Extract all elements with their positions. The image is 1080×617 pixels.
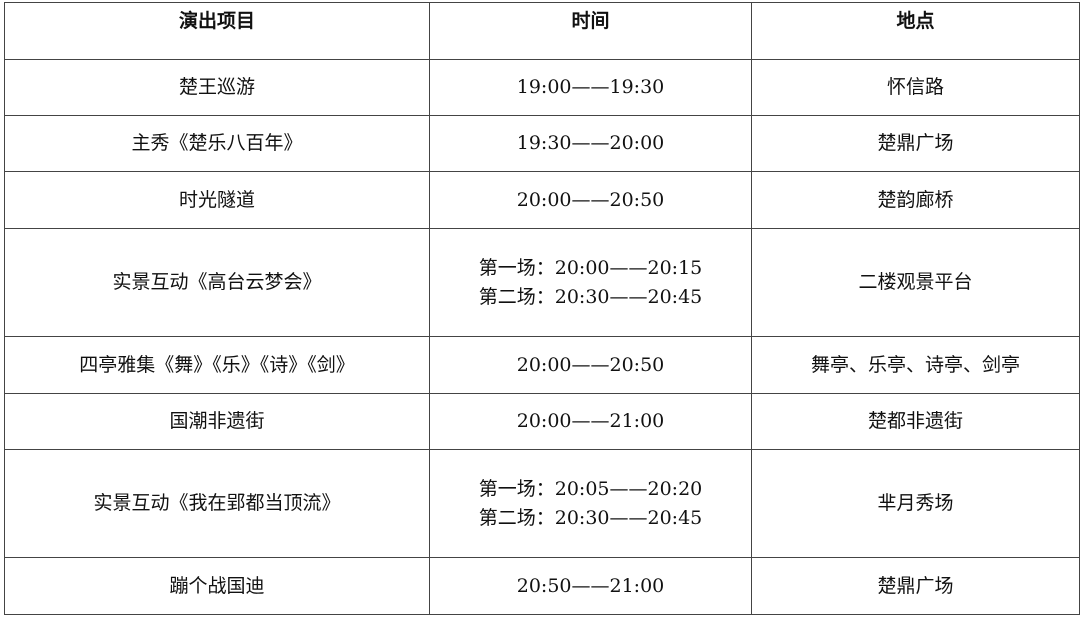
cell-place: 怀信路 [751, 59, 1080, 116]
cell-time: 20:50——21:00 [429, 557, 752, 615]
header-time: 时间 [429, 2, 752, 60]
table-row: 主秀《楚乐八百年》 19:30——20:00 楚鼎广场 [4, 115, 1080, 172]
table-row: 实景互动《我在郢都当顶流》 第一场：20:05——20:20 第二场：20:30——… [4, 449, 1080, 558]
cell-place: 楚韵廊桥 [751, 171, 1080, 229]
cell-time: 第一场：20:00——20:15 第二场：20:30——20:45 [429, 228, 752, 337]
header-row: 演出项目 时间 地点 [4, 2, 1080, 60]
time-line: 第一场：20:05——20:20 [478, 477, 703, 500]
cell-item: 时光隧道 [4, 171, 430, 229]
cell-item: 四亭雅集《舞》《乐》《诗》《剑》 [4, 336, 430, 394]
cell-place: 楚都非遗街 [751, 393, 1080, 450]
time-line: 19:30——20:00 [516, 132, 665, 154]
cell-item: 实景互动《高台云梦会》 [4, 228, 430, 337]
time-line: 20:00——20:50 [516, 353, 665, 376]
time-line: 20:50——21:00 [516, 574, 665, 597]
time-line: 第二场：20:30——20:45 [478, 506, 703, 529]
schedule-table: 演出项目 时间 地点 楚王巡游 19:00——19:30 怀信路主秀《楚乐八百年》 1… [4, 2, 1080, 615]
table-row: 实景互动《高台云梦会》 第一场：20:00——20:15 第二场：20:30——20… [4, 228, 1080, 337]
table-row: 国潮非遗街 20:00——21:00 楚都非遗街 [4, 393, 1080, 450]
cell-item: 实景互动《我在郢都当顶流》 [4, 449, 430, 558]
table-row: 蹦个战国迪 20:50——21:00 楚鼎广场 [4, 557, 1080, 615]
table-row: 四亭雅集《舞》《乐》《诗》《剑》 20:00——20:50 舞亭、乐亭、诗亭、剑亭 [4, 336, 1080, 394]
table-row: 楚王巡游 19:00——19:30 怀信路 [4, 59, 1080, 116]
time-line: 第一场：20:00——20:15 [478, 256, 703, 279]
time-line: 第二场：20:30——20:45 [478, 285, 703, 308]
header-place: 地点 [751, 2, 1080, 60]
cell-place: 舞亭、乐亭、诗亭、剑亭 [751, 336, 1080, 394]
time-line: 20:00——20:50 [516, 188, 665, 211]
time-line: 19:00——19:30 [516, 76, 665, 98]
cell-place: 芈月秀场 [751, 449, 1080, 558]
cell-time: 20:00——20:50 [429, 336, 752, 394]
cell-time: 20:00——20:50 [429, 171, 752, 229]
cell-time: 19:30——20:00 [429, 115, 752, 172]
cell-item: 国潮非遗街 [4, 393, 430, 450]
cell-place: 楚鼎广场 [751, 115, 1080, 172]
cell-time: 第一场：20:05——20:20 第二场：20:30——20:45 [429, 449, 752, 558]
cell-item: 主秀《楚乐八百年》 [4, 115, 430, 172]
cell-item: 蹦个战国迪 [4, 557, 430, 615]
cell-item: 楚王巡游 [4, 59, 430, 116]
table-row: 时光隧道 20:00——20:50 楚韵廊桥 [4, 171, 1080, 229]
cell-time: 20:00——21:00 [429, 393, 752, 450]
cell-time: 19:00——19:30 [429, 59, 752, 116]
time-line: 20:00——21:00 [516, 410, 665, 432]
header-item: 演出项目 [4, 2, 430, 60]
cell-place: 二楼观景平台 [751, 228, 1080, 337]
cell-place: 楚鼎广场 [751, 557, 1080, 615]
